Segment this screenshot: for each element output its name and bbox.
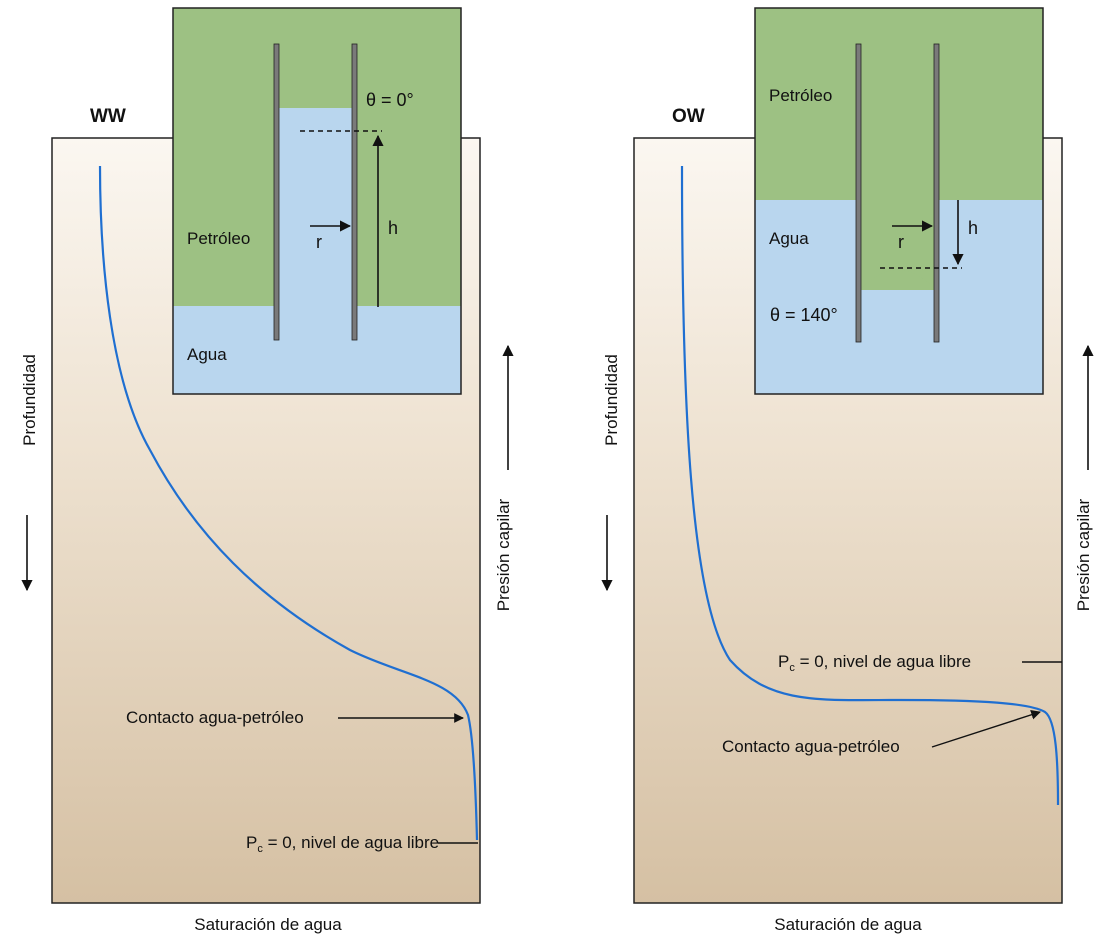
meniscus-ow (860, 268, 936, 290)
contact-pointer-ow (931, 710, 1041, 748)
contact-label-ww: Contacto agua-petróleo (126, 708, 304, 727)
inset-ow: r h θ = 140° Petróleo Agua (754, 7, 1044, 395)
inset-frame-ww (172, 7, 462, 395)
capillary-water-ww (278, 108, 354, 308)
water-label-ow: Agua (769, 229, 809, 248)
fwl-prefix-ow: P (778, 652, 789, 671)
fwl-sub-ww: c (257, 843, 263, 855)
x-axis-label-ww: Saturación de agua (194, 915, 342, 934)
angle-label-ow: θ = 140° (770, 305, 838, 325)
tube-wall-left-ww (273, 43, 280, 341)
x-axis-label-ow: Saturación de agua (774, 915, 922, 934)
oil-zone-ow (755, 8, 1043, 200)
radius-label-ww: r (316, 232, 322, 252)
inset-ww: r h θ = 0° Petróleo Agua (172, 7, 462, 395)
panel-title-ww: WW (90, 106, 126, 127)
fwl-rest-ow: = 0, nivel de agua libre (795, 652, 971, 671)
fwl-label-ww: Pc = 0, nivel de agua libre (246, 833, 439, 855)
fwl-prefix-ww: P (246, 833, 257, 852)
height-label-ow: h (968, 218, 978, 238)
height-label-ww: h (388, 218, 398, 238)
oil-label-ow: Petróleo (769, 86, 832, 105)
inset-frame-ow (754, 7, 1044, 395)
depth-label-ow: Profundidad (602, 354, 621, 446)
water-label-ww: Agua (187, 345, 227, 364)
fwl-label-ow: Pc = 0, nivel de agua libre (778, 652, 971, 674)
panel-ww: WW r h θ = 0° Petróleo Agua Profundidad … (20, 7, 514, 934)
oil-label-ww: Petróleo (187, 229, 250, 248)
pressure-label-ww: Presión capilar (494, 498, 513, 611)
meniscus-ww (278, 108, 354, 130)
fwl-rest-ww: = 0, nivel de agua libre (263, 833, 439, 852)
capillary-curve-ow (680, 165, 1060, 806)
water-zone-ww (173, 306, 461, 394)
panel-ow: OW r h θ = 140° Petróleo Agua Profundida… (601, 7, 1094, 934)
angle-label-ww: θ = 0° (366, 90, 414, 110)
contact-label-ow: Contacto agua-petróleo (722, 737, 900, 756)
fwl-sub-ow: c (789, 662, 795, 674)
radius-label-ow: r (898, 232, 904, 252)
depth-label-ww: Profundidad (20, 354, 39, 446)
tube-wall-right-ow (933, 43, 940, 343)
capillary-curve-ww (98, 165, 479, 841)
tube-wall-left-ow (855, 43, 862, 343)
pressure-label-ow: Presión capilar (1074, 498, 1093, 611)
tube-wall-right-ww (351, 43, 358, 341)
panel-title-ow: OW (672, 106, 705, 127)
